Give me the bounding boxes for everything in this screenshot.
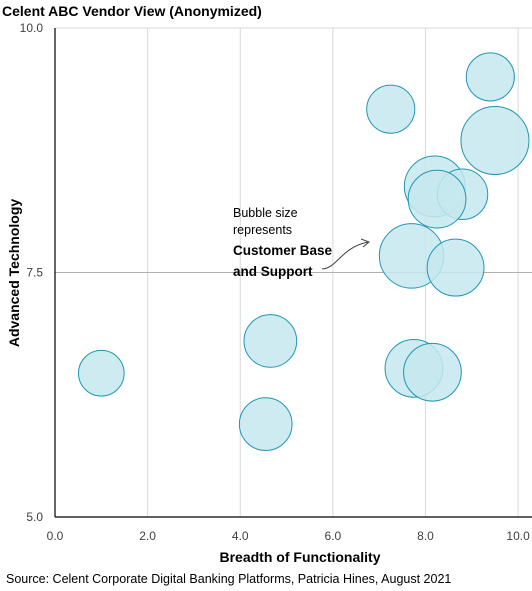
x-tick-label-3: 6.0 — [325, 529, 342, 543]
source-note: Source: Celent Corporate Digital Banking… — [6, 572, 451, 586]
tick-labels: 0.0 2.0 4.0 6.0 8.0 10.0 10.0 7.5 5.0 — [20, 21, 530, 543]
bubble-1 — [243, 314, 298, 368]
chart-title: Celent ABC Vendor View (Anonymized) — [2, 3, 262, 19]
annotation-line-4: and Support — [233, 264, 313, 279]
y-axis-title: Advanced Technology — [6, 199, 22, 348]
annotation-line-2: represents — [233, 223, 292, 237]
bubble-12 — [403, 342, 462, 402]
bubble-5 — [460, 105, 530, 175]
x-tick-label-2: 4.0 — [232, 529, 249, 543]
gridlines — [55, 27, 532, 517]
y-tick-label-0: 10.0 — [20, 21, 44, 35]
bubble-3 — [366, 84, 416, 134]
annotation-line-3: Customer Base — [233, 243, 333, 258]
bubble-series — [78, 52, 530, 451]
annotation-arrowhead — [360, 238, 370, 248]
axes — [54, 28, 532, 518]
x-tick-label-4: 8.0 — [417, 529, 434, 543]
x-tick-label-5: 10.0 — [506, 529, 530, 543]
bubble-4 — [465, 52, 515, 102]
x-tick-label-1: 2.0 — [139, 529, 156, 543]
bubble-8 — [407, 169, 467, 229]
bubble-2 — [238, 397, 293, 451]
bubble-10 — [426, 238, 485, 297]
bubble-size-annotation: Bubble size represents Customer Base and… — [233, 206, 370, 279]
bubble-0 — [78, 349, 125, 397]
x-tick-label-0: 0.0 — [47, 529, 64, 543]
y-tick-label-1: 7.5 — [26, 266, 43, 280]
x-axis-title: Breadth of Functionality — [220, 549, 381, 565]
annotation-line-1: Bubble size — [233, 206, 298, 220]
annotation-arrow — [321, 241, 369, 270]
y-tick-label-2: 5.0 — [26, 510, 43, 524]
